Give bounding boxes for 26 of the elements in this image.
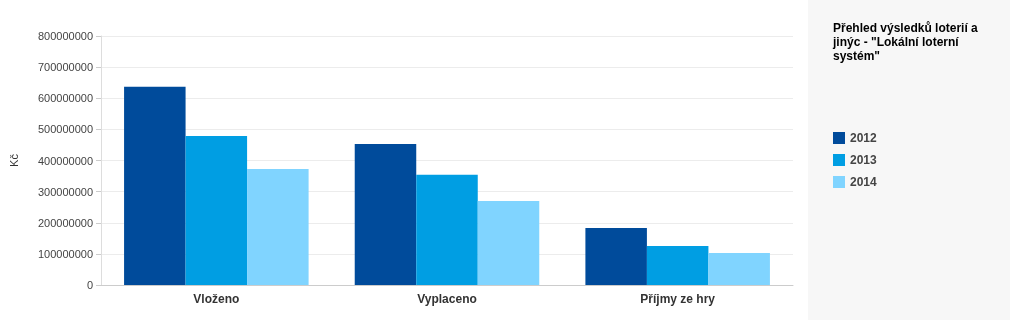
bar [247,168,309,285]
y-tick-label: 500000000 [37,123,93,136]
x-tick-label: Vloženo [193,292,240,306]
x-tick-label: Příjmy ze hry [640,292,716,306]
legend-label: 2012 [850,131,878,145]
bar [354,144,417,285]
bar [646,246,709,285]
y-tick-label: 200000000 [37,216,93,229]
y-axis-title: Kč [7,153,20,167]
bar [477,200,540,285]
text: Přehled výsledků loterií a jinýc - "Lokální loterní systém" [832,21,982,63]
legend-label: 2014 [850,175,878,189]
legend-label: 2013 [850,153,878,167]
y-tick-label: 0 [86,279,93,291]
bar [416,174,478,285]
y-tick-label: 300000000 [37,185,93,198]
bar [124,86,186,285]
y-tick-label: 700000000 [37,61,93,74]
bar [585,228,647,285]
x-tick-label: Vyplaceno [417,292,477,306]
y-tick-label: 400000000 [37,154,93,167]
y-tick-label: 100000000 [37,247,93,260]
bar [185,135,248,285]
y-tick-label: 800000000 [37,30,93,42]
y-tick-label: 600000000 [37,92,93,105]
bar [708,252,770,285]
